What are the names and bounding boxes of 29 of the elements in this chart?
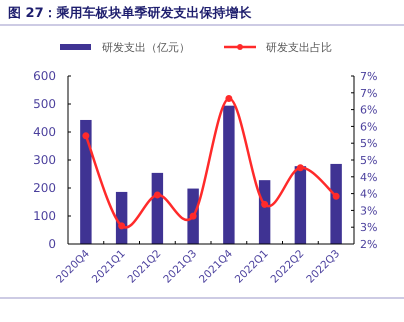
y2-tick-label: 3% [360, 204, 378, 218]
y2-tick-label: 5% [360, 137, 378, 150]
y2-tick-label: 4% [360, 170, 378, 184]
point [332, 192, 340, 200]
point [261, 200, 268, 208]
legend-label: 研发支出（亿元） [102, 41, 190, 54]
y2-tick-label: 2% [360, 238, 378, 251]
y2-tick-label: 3% [360, 221, 378, 234]
y2-tick-label: 7% [360, 70, 378, 83]
point [118, 222, 126, 230]
y2-tick-label: 4% [360, 188, 378, 201]
y-tick-label: 100 [33, 209, 56, 223]
y2-tick-label: 6% [360, 120, 378, 134]
y-tick-label: 500 [33, 97, 56, 111]
point [82, 132, 90, 140]
y-tick-label: 300 [33, 153, 56, 167]
legend-label: 研发支出占比 [266, 41, 332, 54]
chart-title: 图 27：乘用车板块单季研发支出保持增长 [8, 5, 253, 21]
y2-tick-label: 6% [360, 104, 378, 117]
point [296, 164, 304, 172]
point [154, 191, 161, 198]
y2-tick-label: 5% [360, 154, 378, 167]
y-tick-label: 0 [48, 237, 56, 251]
y2-tick-label: 7% [360, 86, 378, 100]
point [190, 212, 197, 220]
y-tick-label: 600 [33, 69, 56, 83]
y-tick-label: 200 [33, 181, 56, 195]
y-tick-label: 400 [33, 125, 56, 139]
point [225, 95, 232, 102]
